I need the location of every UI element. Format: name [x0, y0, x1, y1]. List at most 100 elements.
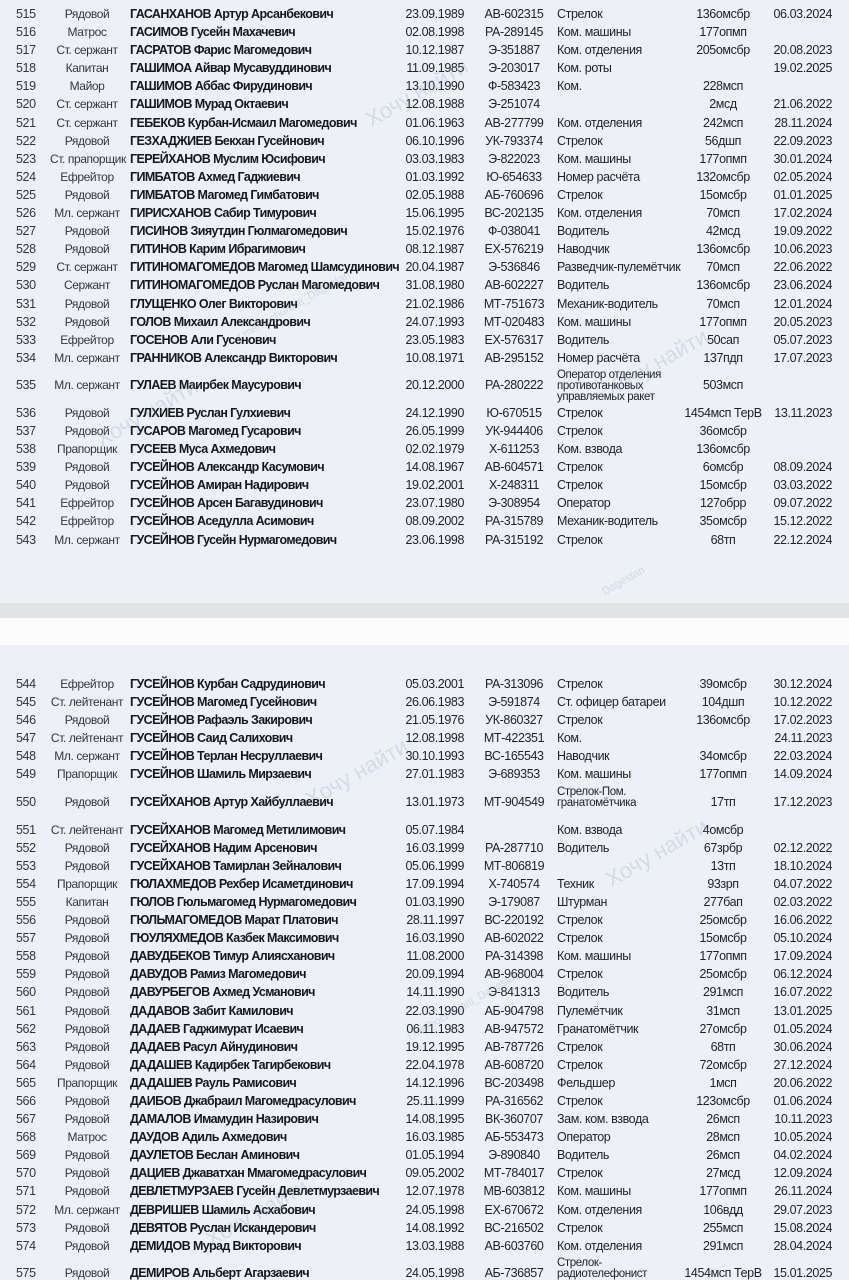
cell-dob: 08.09.2002 [405, 514, 464, 529]
cell-num: 537 [16, 423, 36, 438]
cell-rank: Ст. лейтенант [50, 822, 124, 837]
cell-unit: 25омсбр [699, 913, 747, 928]
cell-rank: Рядовой [64, 405, 110, 420]
table-row: 527 Рядовой ГИСИНОВ Зияутдин Гюлмагомедови… [0, 222, 849, 240]
cell-unit: 15омсбр [699, 187, 747, 202]
cell-pos: Ком. [557, 79, 582, 94]
cell-unit: 1454мсп ТерВ [684, 405, 762, 420]
cell-dob: 12.08.1988 [405, 97, 464, 112]
cell-id: МТ-751673 [483, 296, 545, 311]
cell-date: 26.11.2024 [774, 1184, 832, 1199]
cell-id: Х-740574 [488, 876, 540, 891]
table-row: 560 Рядовой ДАВУРБЕГОВ Ахмед Усманович 14.1… [0, 983, 849, 1001]
cell-rank: Рядовой [64, 314, 110, 329]
cell-name: ГУСЕЙХАНОВ Тамирлан Зейналович [130, 858, 342, 873]
personnel-table-2: 544 Ефрейтор ГУСЕЙНОВ Курбан Садрудинович 0… [0, 675, 849, 1280]
cell-unit: 50сап [707, 332, 739, 347]
table-row: 534 Мл. сержант ГРАННИКОВ Александр Виктор… [0, 349, 849, 367]
cell-date: 30.06.2024 [773, 1039, 832, 1054]
cell-num: 547 [16, 731, 36, 746]
cell-pos: Разведчик-пулемётчик [557, 260, 681, 275]
cell-pos: Механик-водитель [557, 296, 658, 311]
cell-date: 18.10.2024 [773, 858, 832, 873]
cell-unit: 70мсп [706, 206, 740, 221]
cell-num: 554 [16, 876, 36, 891]
cell-dob: 01.03.1992 [405, 169, 464, 184]
cell-num: 534 [16, 350, 36, 365]
cell-rank: Прапорщик [56, 876, 118, 891]
cell-rank: Ефрейтор [60, 332, 114, 347]
cell-unit: 36омсбр [699, 423, 747, 438]
cell-dob: 16.03.1999 [405, 840, 464, 855]
cell-name: ГИРИСХАНОВ Сабир Тимурович [130, 206, 317, 221]
cell-pos: Ком. взвода [557, 442, 623, 457]
cell-unit: 136омсбр [696, 713, 750, 728]
table-row: 529 Ст. сержант ГИТИНОМАГОМЕДОВ Магомед Ша… [0, 258, 849, 276]
cell-pos: Стрелок-Пом. гранатомётчика [557, 785, 637, 809]
cell-rank: Рядовой [64, 460, 110, 475]
cell-num: 527 [16, 224, 36, 239]
cell-pos: Стрелок [557, 1039, 603, 1054]
cell-date: 28.11.2024 [774, 115, 832, 130]
cell-dob: 06.11.1983 [406, 1021, 464, 1036]
cell-id: Э-251074 [488, 97, 540, 112]
cell-dob: 13.10.1990 [405, 79, 464, 94]
table-row: 550 Рядовой ГУСЕЙХАНОВ Артур Хайбуллаевич 1… [0, 784, 849, 821]
cell-num: 517 [16, 43, 36, 58]
cell-num: 519 [16, 79, 36, 94]
cell-id: ВС-220192 [484, 913, 544, 928]
cell-dob: 13.03.1988 [405, 1238, 464, 1253]
cell-dob: 14.11.1990 [406, 985, 464, 1000]
cell-unit: 1454мсп ТерВ [684, 1265, 762, 1280]
cell-num: 566 [16, 1093, 36, 1108]
cell-rank: Рядовой [64, 949, 110, 964]
cell-rank: Рядовой [64, 1265, 110, 1280]
cell-unit: 277бап [703, 894, 743, 909]
table-row: 525 Рядовой ГИМБАТОВ Магомед Гимбатович 02.… [0, 186, 849, 204]
cell-dob: 23.07.1980 [405, 496, 464, 511]
cell-unit: 93зрп [707, 876, 739, 891]
cell-pos: Ком. машины [557, 151, 631, 166]
cell-dob: 05.03.2001 [405, 677, 464, 691]
cell-unit: 25омсбр [699, 967, 747, 982]
table-row: 555 Капитан ГЮЛОВ Гюльмагомед Нурмагомедов… [0, 893, 849, 911]
cell-date: 04.07.2022 [773, 876, 832, 891]
cell-pos: Наводчик [557, 242, 610, 257]
cell-rank: Рядовой [64, 1184, 110, 1199]
cell-id: ЕХ-576219 [484, 242, 544, 257]
cell-num: 573 [16, 1220, 36, 1235]
table-row: 546 Рядовой ГУСЕЙНОВ Рафаэль Закирович 21.0… [0, 711, 849, 729]
cell-num: 532 [16, 314, 36, 329]
cell-pos: Водитель [557, 985, 610, 1000]
table-row: 540 Рядовой ГУСЕЙНОВ Амиран Надирович 19.02… [0, 476, 849, 494]
cell-rank: Рядовой [64, 224, 110, 239]
cell-rank: Мл. сержант [54, 377, 120, 392]
cell-pos: Стрелок [557, 677, 603, 691]
cell-unit: 136омсбр [696, 278, 750, 293]
cell-name: ГОСЕНОВ Али Гусенович [130, 332, 276, 347]
cell-date: 13.01.2025 [773, 1003, 832, 1018]
table-row: 573 Рядовой ДЕВЯТОВ Руслан Искандерович 14.… [0, 1219, 849, 1237]
cell-id: МТ-422351 [483, 731, 545, 746]
cell-date: 22.03.2024 [773, 749, 832, 764]
cell-rank: Рядовой [64, 1112, 110, 1127]
cell-dob: 12.07.1978 [405, 1184, 464, 1199]
cell-name: ГУСЕЙХАНОВ Артур Хайбуллаевич [130, 794, 334, 809]
table-row: 572 Мл. сержант ДЕВРИШЕВ Шамиль Асхабович 2… [0, 1201, 849, 1219]
cell-date: 17.12.2023 [773, 794, 832, 809]
cell-name: ГЕЗХАДЖИЕВ Бекхан Гусейнович [130, 133, 325, 148]
cell-name: ГАСИМОВ Гусейн Махачевич [130, 25, 296, 40]
cell-rank: Сержант [63, 278, 111, 293]
cell-pos: Оператор [557, 496, 611, 511]
cell-pos: Ком. машины [557, 25, 631, 40]
table-row: 569 Рядовой ДАУЛЕТОВ Беслан Аминович 01.05.… [0, 1146, 849, 1164]
cell-rank: Рядовой [64, 1220, 110, 1235]
cell-num: 516 [16, 25, 36, 40]
cell-date: 10.12.2022 [773, 695, 832, 710]
cell-date: 02.05.2024 [773, 169, 832, 184]
cell-pos: Стрелок [557, 713, 603, 728]
cell-date: 30.12.2024 [773, 677, 832, 691]
cell-unit: 291мсп [702, 1238, 744, 1253]
cell-id: РА-315192 [484, 532, 544, 547]
cell-unit: 34омсбр [699, 749, 747, 764]
